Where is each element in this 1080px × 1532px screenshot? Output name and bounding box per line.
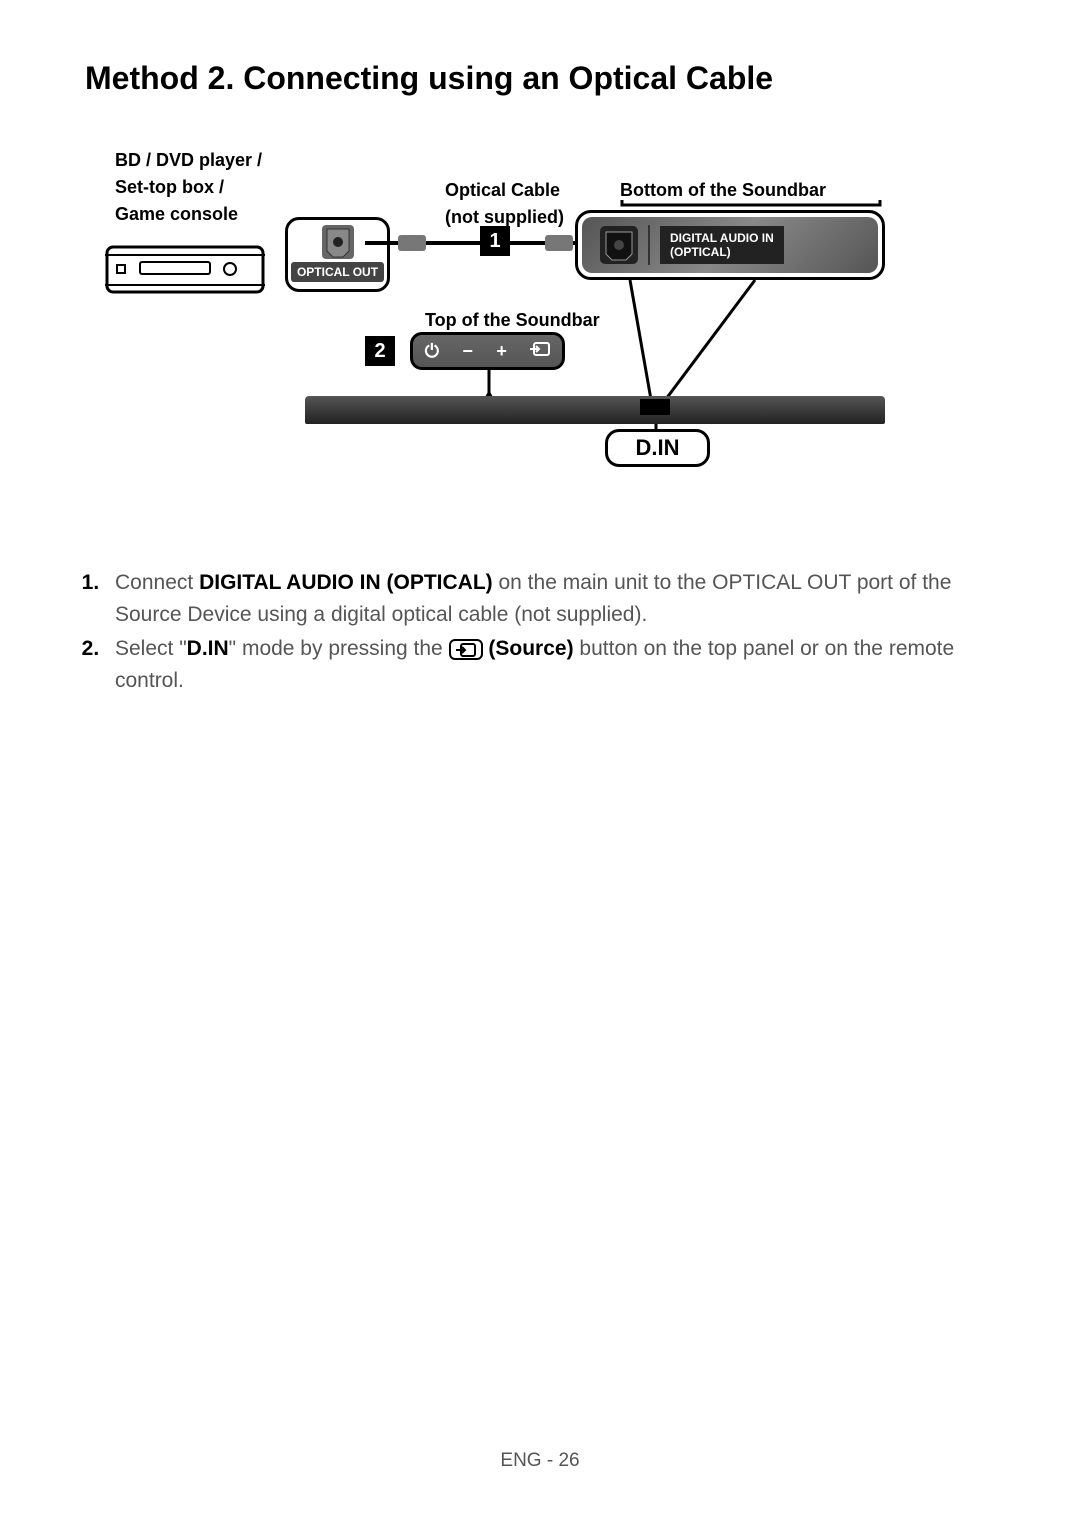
page-footer: ENG - 26 [0,1450,1080,1472]
soundbar-body [305,396,885,424]
source-button-icon [449,639,483,660]
page-title: Method 2. Connecting using an Optical Ca… [85,60,995,97]
soundbar-top-controls: ⏻ − + [410,332,565,370]
source-icon [530,340,550,363]
dvd-player-icon [105,237,265,297]
optical-out-port: OPTICAL OUT [285,217,390,292]
digital-in-port-icon [600,226,638,264]
cable-connector-right [545,235,573,251]
instruction-2: Select "D.IN" mode by pressing the (Sour… [105,633,995,696]
label-top-soundbar: Top of the Soundbar [425,307,600,334]
label-bottom-soundbar: Bottom of the Soundbar [620,177,826,204]
optical-port-icon [322,225,354,259]
plus-icon: + [496,341,507,362]
soundbar-bottom-panel: DIGITAL AUDIO IN (OPTICAL) [575,210,885,280]
step-marker-2: 2 [365,336,395,366]
power-icon: ⏻ [425,341,439,362]
instruction-list: Connect DIGITAL AUDIO IN (OPTICAL) on th… [85,567,995,696]
connection-diagram: BD / DVD player / Set-top box / Game con… [85,147,995,507]
din-display-label: D.IN [605,429,710,467]
label-optical-cable: Optical Cable (not supplied) [445,177,564,231]
optical-out-label: OPTICAL OUT [291,262,384,282]
label-source-device: BD / DVD player / Set-top box / Game con… [115,147,262,228]
step-marker-1: 1 [480,226,510,256]
soundbar-display [640,399,670,415]
instruction-1: Connect DIGITAL AUDIO IN (OPTICAL) on th… [105,567,995,630]
minus-icon: − [462,341,473,362]
digital-audio-in-label: DIGITAL AUDIO IN (OPTICAL) [660,226,784,265]
cable-connector-left [398,235,426,251]
